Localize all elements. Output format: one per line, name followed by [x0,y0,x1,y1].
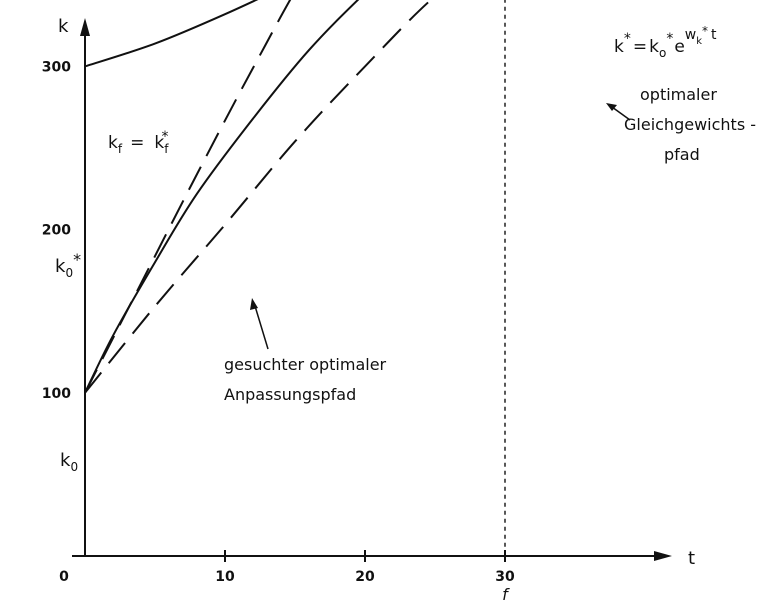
x-axis-arrow [654,551,672,561]
lower-dashed-path [84,0,433,394]
y-axis-arrow [80,18,90,36]
x-axis-title: t [688,548,695,569]
x-tick-label: 10 [215,569,235,585]
y-tick-label: 200 [42,223,71,239]
adjustment-path-label-1: gesuchter optimaler [224,355,387,374]
tick-group: 0102030f100200300400 [42,59,515,604]
k0-label: k0 [60,450,78,474]
x-tick-sublabel: f [502,585,510,604]
k0-star-label: k0* [55,250,81,280]
equilibrium-pointer-arrow [606,103,617,111]
y-tick-label: 300 [42,59,71,75]
x-tick-label: 0 [59,569,69,585]
adjustment-path-curve [84,0,360,394]
y-tick-label: 100 [42,386,71,402]
adjustment-pointer-arrow [250,298,258,310]
kf-label: kf = kf* [108,129,169,156]
equilibrium-path-label-2: Gleichgewichts - [624,115,756,134]
upper-dashed-path [84,0,292,394]
y-axis-title: k [58,16,69,37]
adjustment-pointer-line [254,305,269,350]
equilibrium-path-curve [84,0,259,68]
equilibrium-path-label-3: pfad [664,145,700,164]
adjustment-path-label-2: Anpassungspfad [224,385,356,404]
series-group [84,0,433,394]
equilibrium-path-label-1: optimaler [640,85,717,104]
equilibrium-pointer-line [611,106,631,121]
formula-annotation: k* = ko*ewk* t [614,24,717,60]
x-tick-label: 30 [495,569,515,585]
x-tick-label: 20 [355,569,375,585]
